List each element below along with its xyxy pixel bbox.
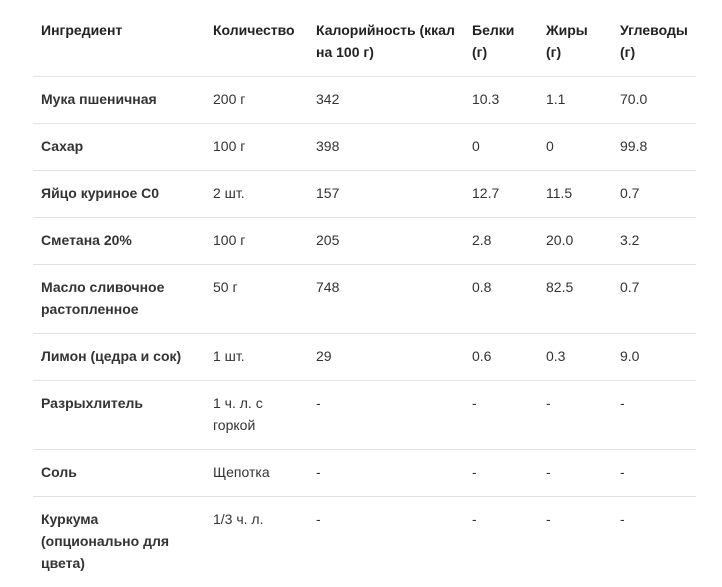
cell-quantity: 1/3 ч. л. — [205, 497, 308, 587]
cell-ingredient: Яйцо куриное С0 — [33, 171, 205, 218]
header-row: Ингредиент Количество Калорийность (ккал… — [33, 8, 696, 77]
cell-fat: - — [538, 381, 612, 450]
cell-protein: - — [464, 381, 538, 450]
cell-calories: 748 — [308, 265, 464, 334]
cell-protein: 0.6 — [464, 334, 538, 381]
table-row: Сметана 20% 100 г 205 2.8 20.0 3.2 — [33, 218, 696, 265]
cell-quantity: 1 шт. — [205, 334, 308, 381]
cell-carbs: 9.0 — [612, 334, 696, 381]
cell-quantity: 100 г — [205, 124, 308, 171]
cell-calories: 398 — [308, 124, 464, 171]
cell-protein: 12.7 — [464, 171, 538, 218]
header-quantity: Количество — [205, 8, 308, 77]
cell-quantity: 200 г — [205, 77, 308, 124]
cell-calories: - — [308, 497, 464, 587]
cell-protein: 0 — [464, 124, 538, 171]
cell-quantity: 1 ч. л. с горкой — [205, 381, 308, 450]
cell-protein: 10.3 — [464, 77, 538, 124]
table-row: Яйцо куриное С0 2 шт. 157 12.7 11.5 0.7 — [33, 171, 696, 218]
cell-calories: 29 — [308, 334, 464, 381]
cell-fat: 1.1 — [538, 77, 612, 124]
cell-calories: 205 — [308, 218, 464, 265]
table-row: Куркума (опционально для цвета) 1/3 ч. л… — [33, 497, 696, 587]
cell-fat: 0 — [538, 124, 612, 171]
cell-carbs: 99.8 — [612, 124, 696, 171]
cell-calories: - — [308, 381, 464, 450]
table-row: Лимон (цедра и сок) 1 шт. 29 0.6 0.3 9.0 — [33, 334, 696, 381]
cell-quantity: 100 г — [205, 218, 308, 265]
cell-carbs: 70.0 — [612, 77, 696, 124]
cell-ingredient: Соль — [33, 450, 205, 497]
cell-fat: 20.0 — [538, 218, 612, 265]
cell-ingredient: Сметана 20% — [33, 218, 205, 265]
table-row: Соль Щепотка - - - - — [33, 450, 696, 497]
cell-ingredient: Куркума (опционально для цвета) — [33, 497, 205, 587]
cell-carbs: 3.2 — [612, 218, 696, 265]
cell-ingredient: Сахар — [33, 124, 205, 171]
cell-fat: - — [538, 450, 612, 497]
cell-carbs: - — [612, 497, 696, 587]
cell-ingredient: Разрыхлитель — [33, 381, 205, 450]
cell-carbs: - — [612, 450, 696, 497]
table-body: Мука пшеничная 200 г 342 10.3 1.1 70.0 С… — [33, 77, 696, 587]
cell-fat: 11.5 — [538, 171, 612, 218]
cell-protein: - — [464, 497, 538, 587]
cell-quantity: 50 г — [205, 265, 308, 334]
cell-ingredient: Мука пшеничная — [33, 77, 205, 124]
header-fat: Жиры (г) — [538, 8, 612, 77]
cell-calories: 157 — [308, 171, 464, 218]
header-ingredient: Ингредиент — [33, 8, 205, 77]
cell-carbs: - — [612, 381, 696, 450]
cell-protein: 0.8 — [464, 265, 538, 334]
cell-calories: 342 — [308, 77, 464, 124]
cell-carbs: 0.7 — [612, 171, 696, 218]
cell-fat: - — [538, 497, 612, 587]
cell-carbs: 0.7 — [612, 265, 696, 334]
cell-quantity: 2 шт. — [205, 171, 308, 218]
cell-ingredient: Лимон (цедра и сок) — [33, 334, 205, 381]
cell-calories: - — [308, 450, 464, 497]
nutrition-table-container: Ингредиент Количество Калорийность (ккал… — [33, 8, 696, 587]
header-carbs: Углеводы (г) — [612, 8, 696, 77]
header-calories: Калорийность (ккал на 100 г) — [308, 8, 464, 77]
cell-fat: 82.5 — [538, 265, 612, 334]
table-row: Сахар 100 г 398 0 0 99.8 — [33, 124, 696, 171]
header-protein: Белки (г) — [464, 8, 538, 77]
table-header: Ингредиент Количество Калорийность (ккал… — [33, 8, 696, 77]
cell-quantity: Щепотка — [205, 450, 308, 497]
table-row: Мука пшеничная 200 г 342 10.3 1.1 70.0 — [33, 77, 696, 124]
cell-fat: 0.3 — [538, 334, 612, 381]
table-row: Разрыхлитель 1 ч. л. с горкой - - - - — [33, 381, 696, 450]
table-row: Масло сливочное растопленное 50 г 748 0.… — [33, 265, 696, 334]
nutrition-table: Ингредиент Количество Калорийность (ккал… — [33, 8, 696, 587]
cell-ingredient: Масло сливочное растопленное — [33, 265, 205, 334]
cell-protein: 2.8 — [464, 218, 538, 265]
cell-protein: - — [464, 450, 538, 497]
